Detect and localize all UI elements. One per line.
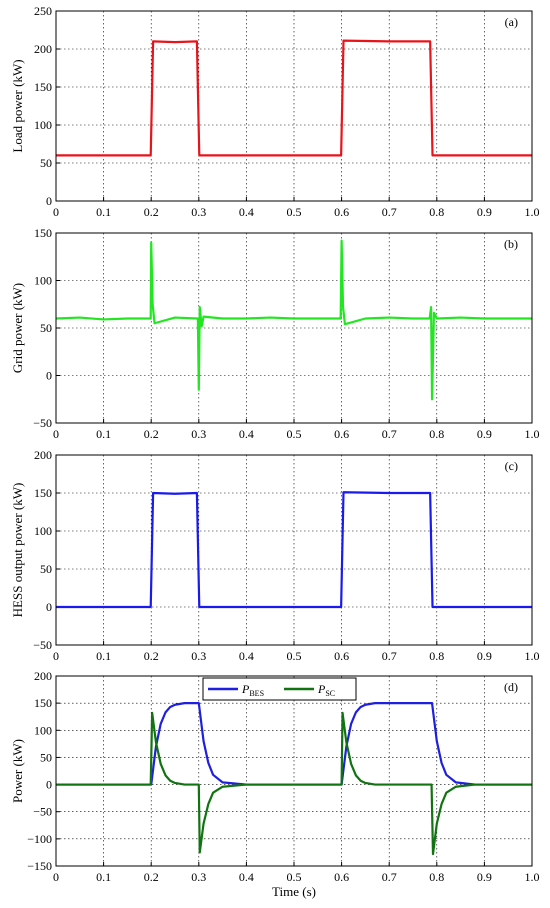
x-tick-label: 1.0	[525, 427, 540, 441]
x-tick-label: 0.8	[429, 427, 444, 441]
plot-frame	[55, 232, 533, 424]
y-tick-label: 50	[40, 562, 52, 576]
x-tick-label: 0.2	[144, 870, 159, 884]
y-axis-title: HESS output power (kW)	[10, 483, 25, 618]
series-line-p-sc	[56, 711, 532, 856]
y-tick-label: 100	[34, 524, 52, 538]
x-tick-label: 0.9	[477, 870, 492, 884]
y-tick-label: 100	[34, 118, 52, 132]
x-tick-label: 0.1	[96, 427, 111, 441]
panel-tag: (d)	[504, 680, 518, 694]
y-tick-label: 50	[40, 156, 52, 170]
x-tick-label: 1.0	[525, 205, 540, 219]
y-tick-label: 50	[40, 321, 52, 335]
y-tick-label: 0	[46, 194, 52, 208]
legend-box	[202, 677, 357, 701]
x-tick-label: 0.6	[334, 870, 349, 884]
x-tick-label: 0.1	[96, 870, 111, 884]
x-axis-title: Time (s)	[272, 884, 316, 899]
x-tick-label: 0.5	[287, 870, 302, 884]
y-tick-label: 200	[34, 42, 52, 56]
chart-panel-4: 0 0.1 0.2 0.3 0.4 0.5 0.6 0.7 0.8 0.9 1.0 −150 −100 −…	[10, 669, 540, 884]
y-axis-title: Power (kW)	[10, 739, 25, 803]
x-tick-label: 0.4	[239, 205, 254, 219]
x-tick-label: 0.9	[477, 205, 492, 219]
chart-panel-2: 0 0.1 0.2 0.3 0.4 0.5 0.6 0.7 0.8 0.9 1.0−50050100…	[10, 226, 540, 441]
x-tick-label: 1.0	[525, 870, 540, 884]
panel-tag: (a)	[505, 15, 518, 29]
plot-frame	[55, 675, 533, 867]
x-tick-label: 0.6	[334, 649, 349, 663]
legend-label: PSC	[317, 682, 335, 698]
y-tick-label: −50	[33, 805, 52, 819]
x-tick-label: 0.2	[144, 649, 159, 663]
y-axis-title: Load power (kW)	[10, 59, 25, 152]
series-line	[55, 239, 532, 401]
y-tick-label: 200	[34, 669, 52, 683]
y-tick-label: −50	[33, 416, 52, 430]
x-tick-label: 0.9	[477, 427, 492, 441]
y-tick-label: 0	[46, 369, 52, 383]
x-tick-label: 0.8	[429, 649, 444, 663]
x-tick-label: 0.4	[239, 427, 254, 441]
x-tick-label: 0.2	[144, 205, 159, 219]
series-line	[56, 491, 532, 609]
x-tick-label: 0.6	[334, 205, 349, 219]
y-tick-label: −150	[27, 859, 52, 873]
y-tick-label: 150	[34, 226, 52, 240]
y-tick-label: 250	[34, 4, 52, 18]
x-tick-label: 0.8	[429, 205, 444, 219]
chart-panel-1: 0 0.1 0.2 0.3 0.4 0.5 0.6 0.7 0.8 0.9 1.0 0 50 100 150…	[10, 4, 540, 219]
x-tick-label: 0	[53, 427, 59, 441]
x-tick-label: 0.3	[191, 649, 206, 663]
legend: PBES PSC	[202, 677, 357, 701]
x-tick-label: 0.7	[382, 649, 397, 663]
x-tick-label: 1.0	[525, 649, 540, 663]
x-tick-label: 0.3	[191, 205, 206, 219]
y-tick-label: 200	[34, 448, 52, 462]
plot-frame	[55, 454, 533, 646]
y-tick-label: 50	[40, 750, 52, 764]
y-tick-label: 150	[34, 696, 52, 710]
x-tick-label: 0.1	[96, 649, 111, 663]
y-tick-label: 0	[46, 600, 52, 614]
x-tick-label: 0	[53, 870, 59, 884]
y-tick-label: 100	[34, 723, 52, 737]
y-tick-label: 150	[34, 80, 52, 94]
legend-label: PBES	[241, 682, 264, 698]
x-tick-label: 0.4	[239, 870, 254, 884]
x-tick-label: 0.7	[382, 205, 397, 219]
x-tick-label: 0.6	[334, 427, 349, 441]
panel-tag: (c)	[505, 459, 518, 473]
x-tick-label: 0.4	[239, 649, 254, 663]
y-tick-label: −50	[33, 638, 52, 652]
x-tick-label: 0.5	[287, 649, 302, 663]
y-tick-label: −100	[27, 832, 52, 846]
y-tick-label: 0	[46, 778, 52, 792]
x-tick-label: 0.9	[477, 649, 492, 663]
y-tick-label: 150	[34, 486, 52, 500]
y-tick-label: 100	[34, 274, 52, 288]
x-tick-label: 0.8	[429, 870, 444, 884]
x-tick-label: 0.2	[144, 427, 159, 441]
x-tick-label: 0.5	[287, 205, 302, 219]
x-tick-label: 0.5	[287, 427, 302, 441]
x-tick-label: 0.7	[382, 427, 397, 441]
series-line	[56, 39, 532, 157]
x-tick-label: 0.3	[191, 427, 206, 441]
x-tick-label: 0.7	[382, 870, 397, 884]
chart-panel-3: 0 0.1 0.2 0.3 0.4 0.5 0.6 0.7 0.8 0.9 1.0−50050100…	[10, 448, 540, 663]
x-tick-label: 0	[53, 649, 59, 663]
y-axis-title: Grid power (kW)	[10, 283, 25, 373]
x-tick-label: 0	[53, 205, 59, 219]
x-tick-label: 0.3	[191, 870, 206, 884]
plot-frame	[55, 10, 533, 202]
x-tick-label: 0.1	[96, 205, 111, 219]
panel-tag: (b)	[504, 237, 518, 251]
